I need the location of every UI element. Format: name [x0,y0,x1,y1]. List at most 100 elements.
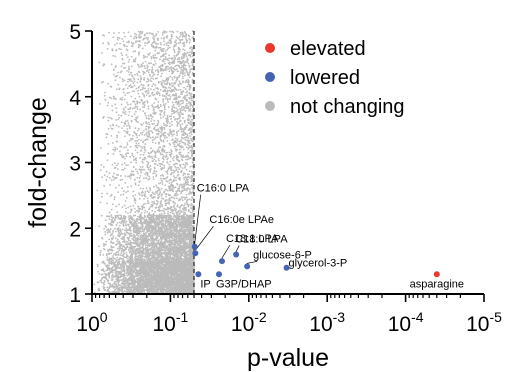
not-changing-point [169,160,172,163]
not-changing-point [143,211,146,214]
not-changing-point [181,102,183,105]
not-changing-point [159,165,162,168]
not-changing-point [141,253,144,256]
not-changing-point [155,45,158,48]
not-changing-point [138,222,140,224]
not-changing-point [109,116,112,119]
not-changing-point [108,176,111,179]
not-changing-point [167,214,170,217]
not-changing-point [166,114,169,117]
not-changing-point [172,169,175,172]
not-changing-point [127,124,130,127]
not-changing-point [180,31,183,34]
not-changing-point [110,97,113,100]
not-changing-point [181,38,184,41]
not-changing-point [127,248,130,251]
not-changing-point [100,280,102,282]
not-changing-point [120,48,122,51]
not-changing-point [188,198,191,200]
not-changing-point [160,203,162,205]
not-changing-point [142,191,144,194]
not-changing-point [169,87,172,90]
not-changing-point [149,189,152,192]
not-changing-point [121,289,123,291]
not-changing-point [151,115,154,118]
not-changing-point [108,96,111,99]
not-changing-point [122,111,124,113]
not-changing-point [189,107,192,110]
not-changing-point [104,91,106,94]
not-changing-point [154,210,157,213]
not-changing-point [182,163,185,166]
not-changing-point [168,142,171,145]
not-changing-point [142,106,144,108]
not-changing-point [184,164,187,167]
not-changing-point [111,277,113,279]
not-changing-point [180,136,183,139]
not-changing-point [146,200,149,202]
not-changing-point [130,41,133,44]
not-changing-point [150,130,153,133]
not-changing-point [126,246,129,249]
not-changing-point [151,201,154,203]
not-changing-point [188,47,191,50]
not-changing-point [107,250,110,253]
not-changing-point [160,200,163,202]
not-changing-point [150,45,153,47]
not-changing-point [181,77,184,80]
not-changing-point [180,183,182,186]
not-changing-point [155,220,157,223]
not-changing-point [115,119,118,121]
not-changing-point [171,123,173,126]
not-changing-point [153,126,156,129]
not-changing-point [110,252,113,255]
not-changing-point [124,210,127,213]
not-changing-point [110,237,113,240]
not-changing-point [124,113,127,116]
not-changing-point [146,211,149,213]
not-changing-point [106,286,109,289]
not-changing-point [179,41,182,44]
not-changing-point [173,41,176,43]
not-changing-point [177,83,180,86]
not-changing-point [176,193,179,196]
not-changing-point [112,95,115,98]
not-changing-point [159,103,162,106]
not-changing-point [169,194,172,197]
not-changing-point [101,195,104,198]
not-changing-point [171,57,174,60]
not-changing-point [157,92,160,95]
not-changing-point [142,282,144,284]
not-changing-point [134,220,136,222]
not-changing-point [132,195,135,197]
not-changing-point [191,46,194,49]
not-changing-point [167,106,170,109]
not-changing-point [169,30,171,33]
not-changing-point [182,48,185,51]
not-changing-point [154,154,157,157]
not-changing-point [116,238,119,241]
not-changing-point [166,116,169,119]
not-changing-point [173,90,176,93]
not-changing-point [184,202,187,205]
not-changing-point [119,230,122,233]
not-changing-point [163,124,166,126]
not-changing-point [188,132,191,135]
not-changing-point [184,72,186,74]
not-changing-point [159,174,162,177]
not-changing-point [155,124,157,127]
not-changing-point [126,142,129,144]
not-changing-point [115,64,117,67]
not-changing-point [180,139,183,142]
not-changing-point [174,137,177,140]
not-changing-point [146,166,149,169]
not-changing-point [183,136,186,139]
not-changing-point [162,99,165,101]
not-changing-point [115,237,117,240]
not-changing-point [166,161,169,164]
not-changing-point [182,154,184,157]
not-changing-point [151,105,154,108]
not-changing-point [123,62,126,65]
not-changing-point [175,141,178,144]
not-changing-point [121,260,124,263]
